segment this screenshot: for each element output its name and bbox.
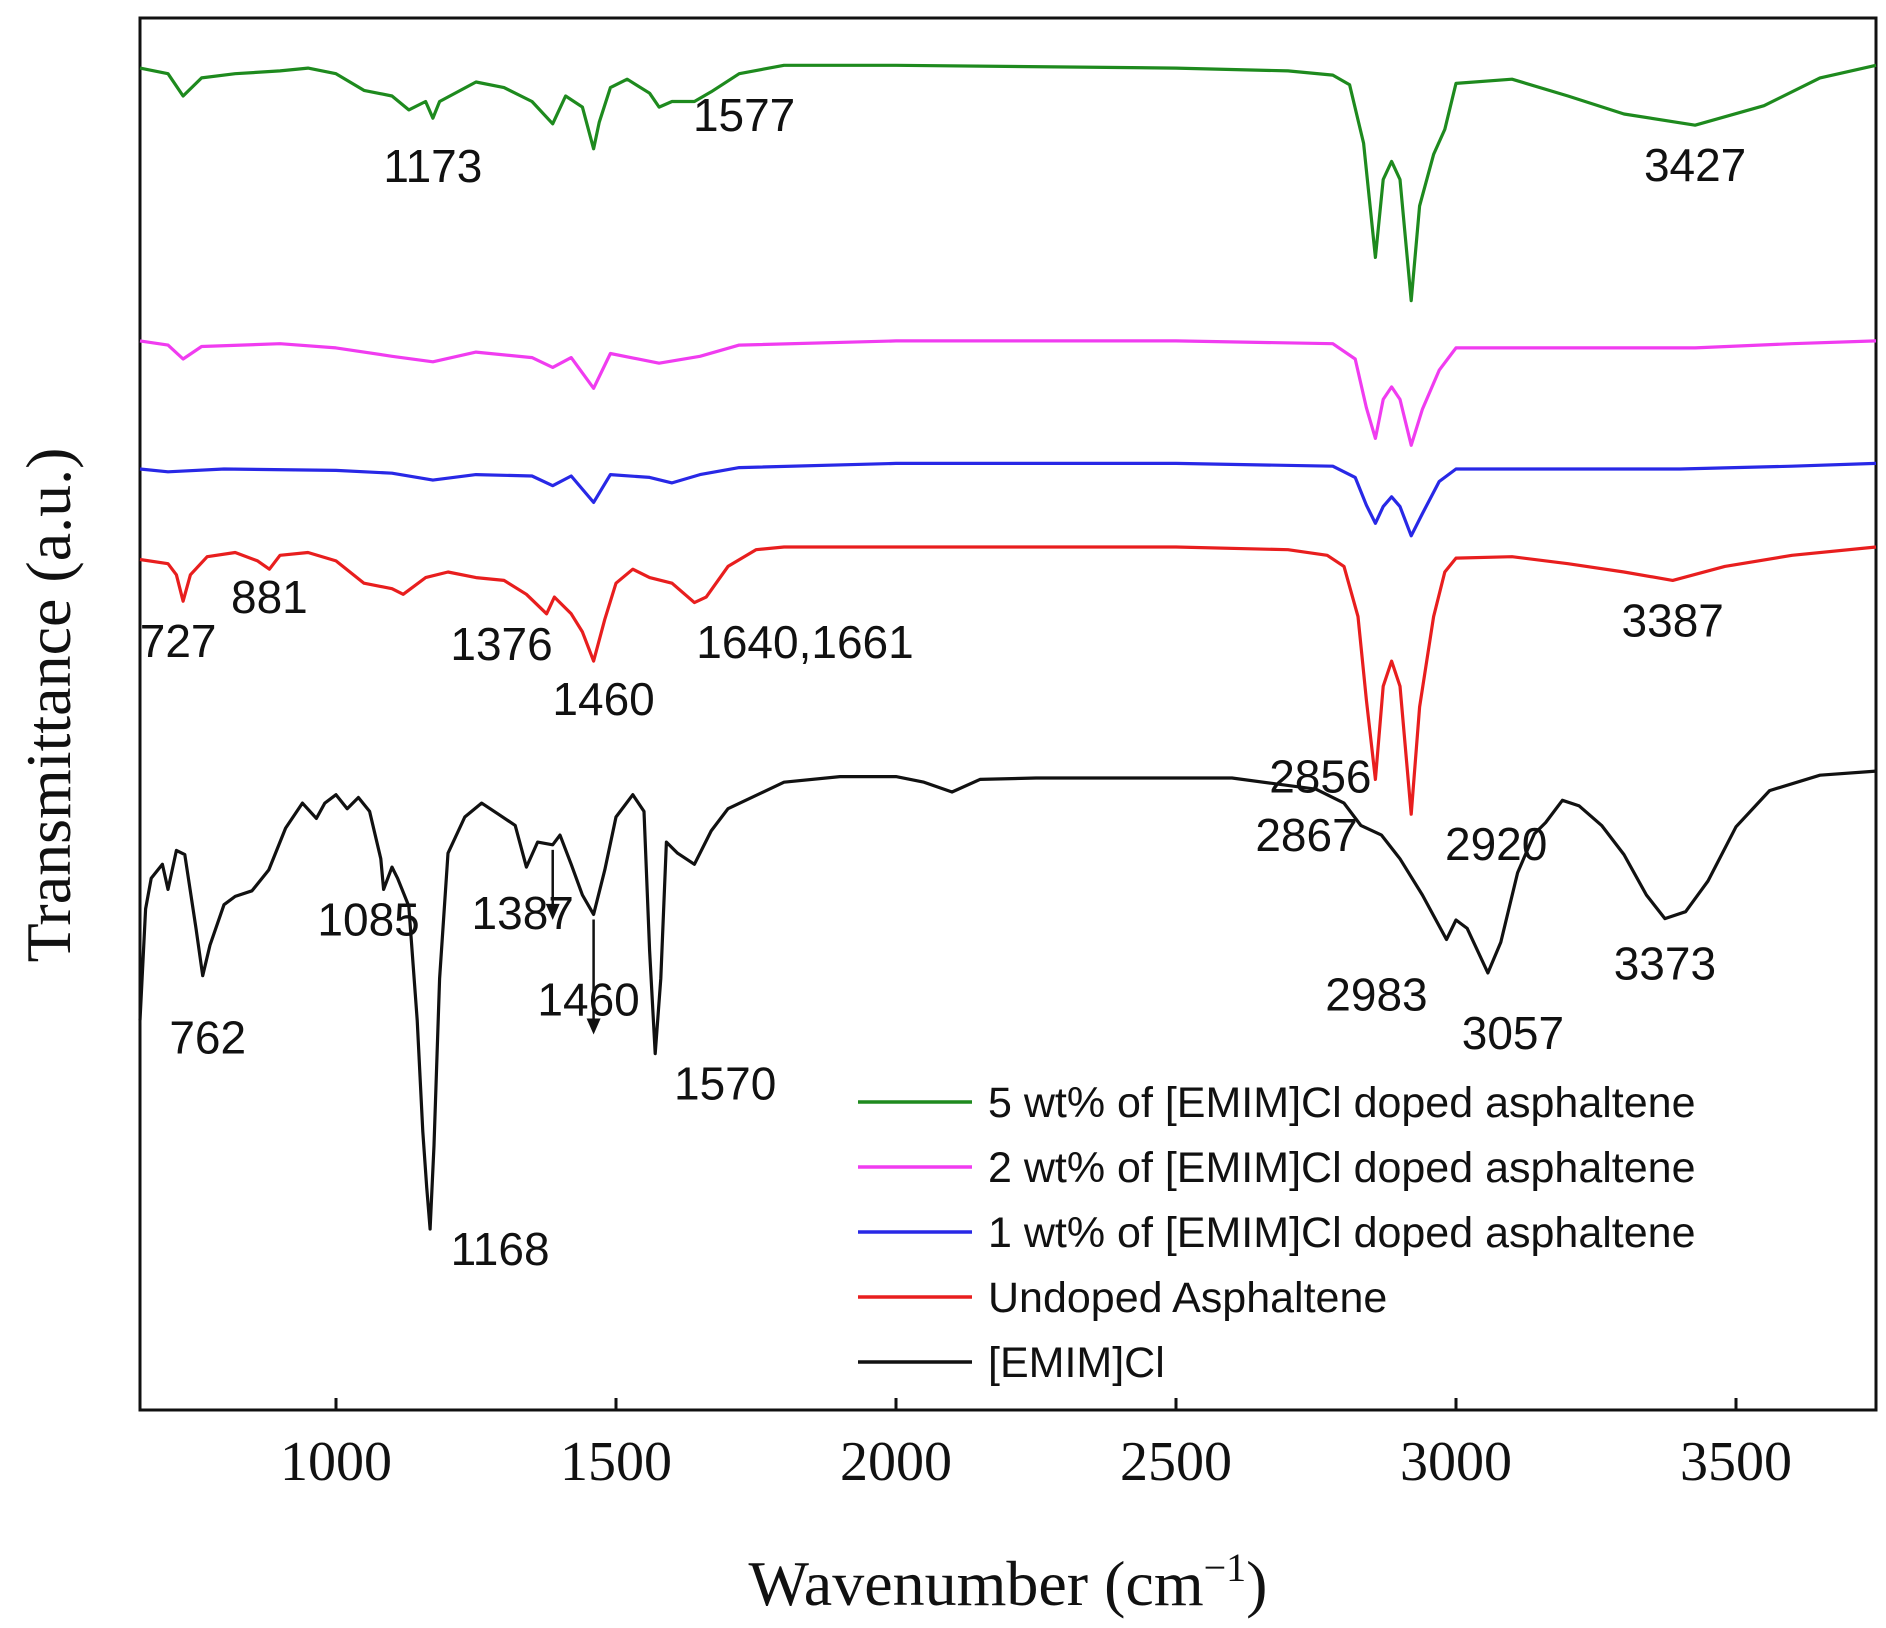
legend-label-1-wt-of-emim-cl-doped-asphaltene: 1 wt% of [EMIM]Cl doped asphaltene (988, 1209, 1695, 1257)
series-line-emim-cl (138, 769, 1877, 1231)
arrow-layer (545, 849, 601, 1035)
legend-label-5-wt-of-emim-cl-doped-asphaltene: 5 wt% of [EMIM]Cl doped asphaltene (988, 1079, 1695, 1127)
peak-arrow-head (586, 1018, 601, 1035)
peak-label-1168: 1168 (451, 1223, 550, 1275)
x-tick-label: 1500 (560, 1431, 672, 1493)
peak-label-1173: 1173 (383, 140, 482, 192)
peak-label-1577: 1577 (693, 89, 795, 141)
peak-label-3427: 3427 (1644, 139, 1746, 191)
x-tick-label: 1000 (280, 1431, 392, 1493)
peak-label-2856: 2856 (1269, 750, 1371, 802)
y-axis-title: Transmittance (a.u.) (13, 448, 84, 963)
series-line-1-wt-of-emim-cl-doped-asphaltene (139, 461, 1877, 538)
x-tick-label: 3000 (1400, 1431, 1512, 1493)
plot-frame (138, 16, 1878, 1412)
legend-label-undoped-asphaltene: Undoped Asphaltene (988, 1274, 1387, 1322)
x-tick-label: 3500 (1680, 1431, 1792, 1493)
peak-label-727: 727 (140, 615, 217, 667)
series-line-2-wt-of-emim-cl-doped-asphaltene (139, 339, 1877, 447)
peak-label-1460: 1460 (552, 673, 654, 725)
annotation-layer: 117315773427727881137614601640,166128562… (140, 89, 1747, 1275)
peak-label-3373: 3373 (1614, 938, 1716, 990)
peak-arrow-head (545, 903, 560, 920)
series-line-undoped-asphaltene (139, 545, 1877, 816)
legend: 5 wt% of [EMIM]Cl doped asphaltene 2 wt% … (858, 1079, 1695, 1387)
x-axis-title: Wavenumber (cm−1) (749, 1545, 1268, 1619)
peak-label-881: 881 (231, 571, 308, 623)
series-layer (138, 63, 1877, 1231)
peak-label-3387: 3387 (1622, 594, 1724, 646)
peak-label-1085: 1085 (317, 893, 419, 945)
x-tick-label: 2000 (840, 1431, 952, 1493)
legend-label-emim-cl: [EMIM]Cl (988, 1339, 1165, 1387)
legend-label-2-wt-of-emim-cl-doped-asphaltene: 2 wt% of [EMIM]Cl doped asphaltene (988, 1144, 1695, 1192)
peak-label-762: 762 (169, 1012, 246, 1064)
peak-label-1640-1661: 1640,1661 (696, 616, 913, 668)
peak-label-2920: 2920 (1445, 818, 1547, 870)
peak-label-1376: 1376 (450, 618, 552, 670)
peak-label-3057: 3057 (1462, 1007, 1564, 1059)
peak-label-1460: 1460 (537, 973, 639, 1025)
x-axis: 1000 1500 2000 2500 3000 3500 (280, 1398, 1792, 1493)
peak-label-2983: 2983 (1325, 969, 1427, 1021)
series-line-5-wt-of-emim-cl-doped-asphaltene (139, 63, 1877, 303)
x-tick-label: 2500 (1120, 1431, 1232, 1493)
peak-label-2867: 2867 (1255, 809, 1357, 861)
peak-label-1570: 1570 (674, 1058, 776, 1110)
peak-label-1387: 1387 (472, 887, 574, 939)
